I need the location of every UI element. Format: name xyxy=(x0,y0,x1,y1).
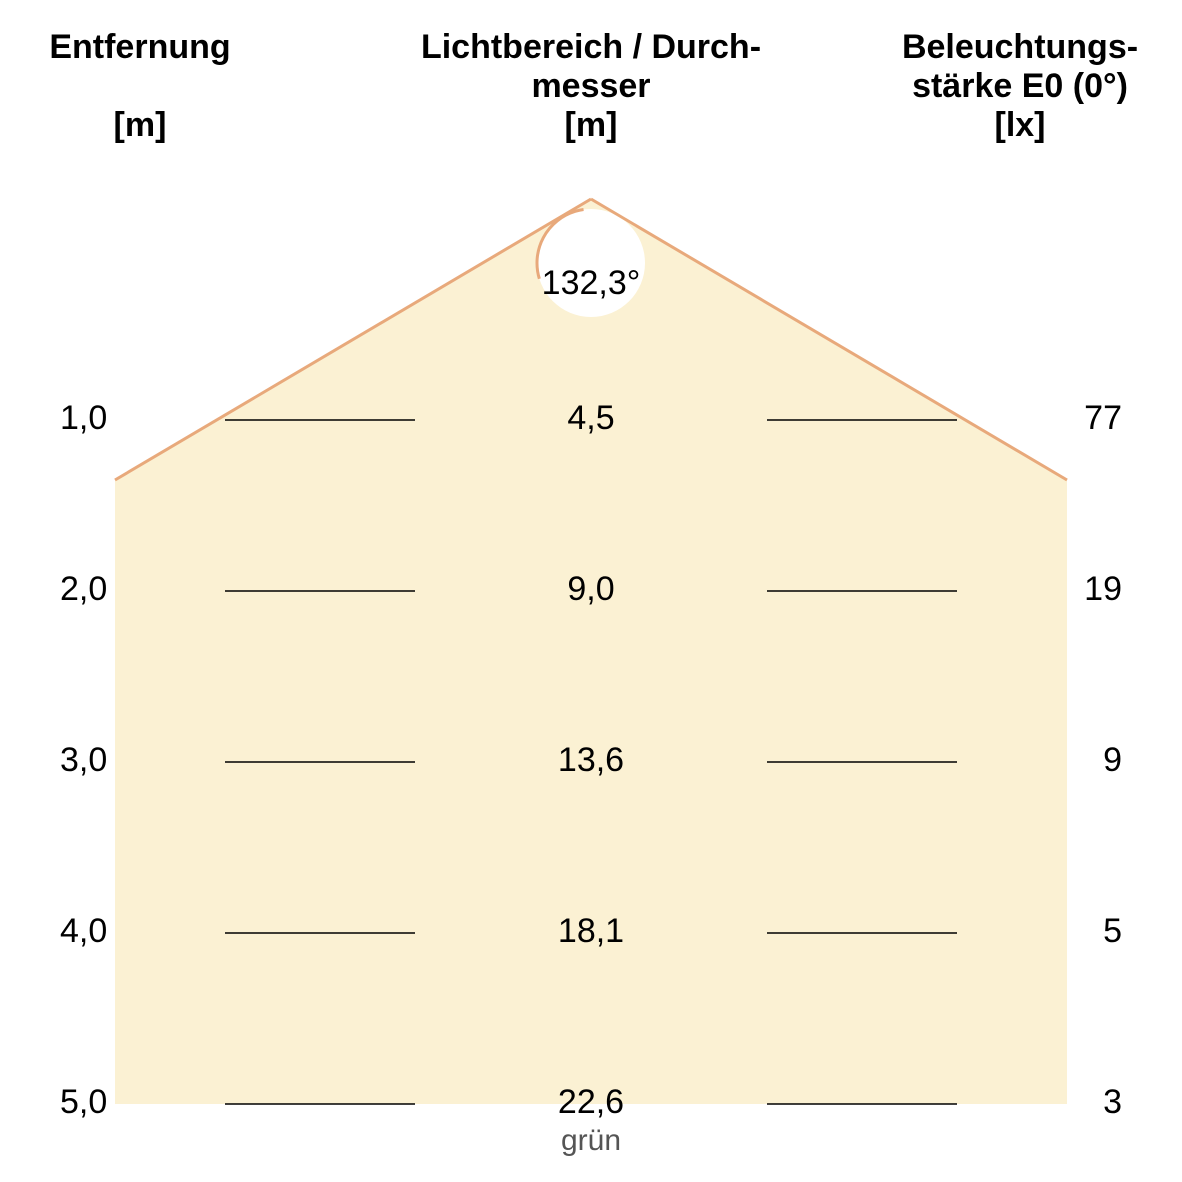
header-center-unit: [m] xyxy=(391,106,791,145)
diameter-value: 13,6 xyxy=(521,741,661,780)
header-center-line1: Lichtbereich / Durch- xyxy=(391,28,791,67)
header-center-line2: messer xyxy=(391,67,791,106)
illuminance-value: 19 xyxy=(1002,570,1122,609)
diameter-value: 9,0 xyxy=(521,570,661,609)
illuminance-value: 3 xyxy=(1002,1083,1122,1122)
header-right-line2: stärke E0 (0°) xyxy=(880,67,1160,106)
diameter-value: 22,6 xyxy=(521,1083,661,1122)
beam-angle-label: 132,3° xyxy=(530,264,652,303)
header-right: Beleuchtungs- stärke E0 (0°) [lx] xyxy=(880,28,1160,145)
light-cone-fill xyxy=(115,199,1067,1104)
distance-value: 3,0 xyxy=(60,741,180,780)
header-left-line1: Entfernung xyxy=(20,28,260,67)
distance-value: 4,0 xyxy=(60,912,180,951)
distance-value: 2,0 xyxy=(60,570,180,609)
header-left-unit: [m] xyxy=(20,106,260,145)
illuminance-value: 77 xyxy=(1002,399,1122,438)
header-right-line1: Beleuchtungs- xyxy=(880,28,1160,67)
header-center: Lichtbereich / Durch- messer [m] xyxy=(391,28,791,145)
light-cone-diagram: Entfernung [m] Lichtbereich / Durch- mes… xyxy=(0,0,1182,1182)
header-left-blank xyxy=(20,67,260,106)
illuminance-value: 5 xyxy=(1002,912,1122,951)
illuminance-value: 9 xyxy=(1002,741,1122,780)
header-left: Entfernung [m] xyxy=(20,28,260,145)
diameter-value: 18,1 xyxy=(521,912,661,951)
distance-value: 1,0 xyxy=(60,399,180,438)
distance-value: 5,0 xyxy=(60,1083,180,1122)
footer-label: grün xyxy=(491,1124,691,1158)
header-right-unit: [lx] xyxy=(880,106,1160,145)
diameter-value: 4,5 xyxy=(521,399,661,438)
